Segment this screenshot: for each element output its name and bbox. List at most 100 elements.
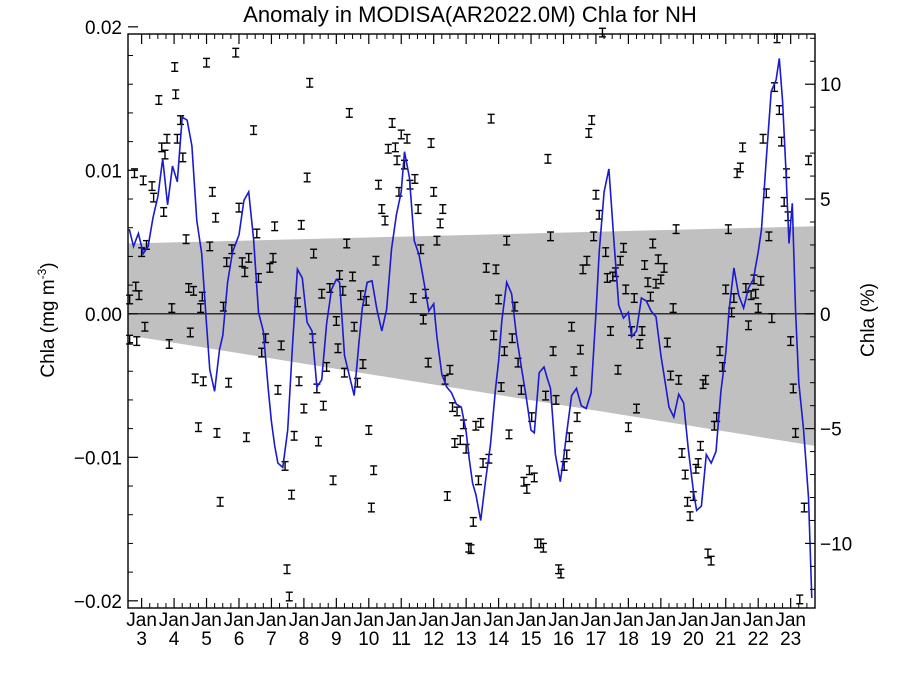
error-bar <box>652 278 660 289</box>
error-bar <box>736 162 744 173</box>
x-tick-year: 13 <box>456 629 477 650</box>
left-axis-label: Chla (mg m-3) <box>35 262 59 377</box>
error-bar <box>365 425 373 436</box>
error-bar <box>334 343 342 354</box>
x-tick-month: Jan <box>483 610 514 631</box>
x-tick-month: Jan <box>353 610 384 631</box>
x-tick-year: 18 <box>618 629 639 650</box>
error-bar <box>585 128 593 139</box>
error-bar <box>636 338 644 349</box>
error-bar <box>206 241 214 252</box>
error-bar <box>295 376 303 387</box>
error-bar <box>686 511 694 522</box>
error-bar <box>542 390 550 401</box>
error-bar <box>660 262 668 273</box>
error-bar <box>329 475 337 486</box>
x-tick-month: Jan <box>159 610 190 631</box>
x-tick-month: Jan <box>418 610 449 631</box>
error-bar <box>768 313 776 324</box>
x-tick-year: 16 <box>553 629 574 650</box>
x-tick-year: 5 <box>201 629 212 650</box>
x-tick-month: Jan <box>581 610 612 631</box>
error-bar <box>467 544 475 555</box>
error-bar <box>319 400 327 411</box>
error-bar <box>702 374 710 385</box>
x-tick-year: 6 <box>234 629 245 650</box>
error-bar <box>397 129 405 140</box>
error-bar <box>375 179 383 190</box>
left-tick-label: 0.00 <box>85 305 122 326</box>
error-bar <box>633 403 641 414</box>
error-bar <box>669 303 677 314</box>
right-tick-label: 10 <box>820 75 841 96</box>
error-bar <box>765 231 773 242</box>
error-bar <box>208 186 216 197</box>
error-bar <box>492 264 500 275</box>
error-bar <box>752 288 760 299</box>
x-tick-month: Jan <box>289 610 320 631</box>
error-bar <box>314 436 322 447</box>
x-tick-year: 11 <box>391 629 411 650</box>
error-bar <box>165 338 173 349</box>
error-bar <box>598 27 606 38</box>
x-tick-month: Jan <box>710 610 741 631</box>
error-bar <box>544 153 552 164</box>
x-tick-month: Jan <box>451 610 482 631</box>
error-bar <box>359 359 367 370</box>
error-bar <box>384 143 392 154</box>
error-bar <box>349 271 357 282</box>
anomaly-line <box>128 58 813 599</box>
error-bar <box>443 491 451 502</box>
error-bar <box>495 294 503 305</box>
error-bar <box>787 336 795 347</box>
error-bar <box>570 366 578 377</box>
error-bar <box>245 252 253 263</box>
x-tick-month: Jan <box>126 610 157 631</box>
error-bar <box>148 181 156 192</box>
error-bar <box>281 460 289 471</box>
error-bar <box>469 516 477 527</box>
error-bar <box>624 422 632 433</box>
x-tick-month: Jan <box>548 610 579 631</box>
error-bar <box>203 57 211 68</box>
error-bar <box>672 224 680 235</box>
error-bar <box>133 336 141 347</box>
error-bar <box>654 254 662 265</box>
error-bar <box>716 346 724 357</box>
error-bar <box>549 346 557 357</box>
error-bar <box>446 364 454 375</box>
x-tick-month: Jan <box>321 610 352 631</box>
error-bar <box>573 412 581 423</box>
x-tick-year: 10 <box>358 629 379 650</box>
error-bar <box>646 291 654 302</box>
error-bar <box>290 430 298 441</box>
x-tick-year: 23 <box>780 629 801 650</box>
left-axis-label-main: Chla (mg m <box>38 279 59 377</box>
error-bar <box>332 315 340 327</box>
left-axis-label-superscript: -3 <box>35 268 49 279</box>
error-bar <box>253 228 261 239</box>
left-axis-label-tail: ) <box>38 262 59 268</box>
error-bar <box>172 89 180 100</box>
left-tick-label: 0.01 <box>85 161 122 182</box>
x-tick-month: Jan <box>678 610 709 631</box>
confidence-band <box>128 226 815 446</box>
error-bar <box>503 235 511 246</box>
error-bar <box>800 502 808 513</box>
error-bar <box>490 330 498 341</box>
x-axis-layer: Jan3Jan4Jan5Jan6Jan7Jan8Jan9Jan10Jan11Ja… <box>126 34 816 650</box>
error-bar <box>235 202 243 213</box>
error-bar <box>592 189 600 200</box>
error-bar <box>792 427 800 438</box>
x-tick-month: Jan <box>646 610 677 631</box>
error-bar <box>403 133 411 144</box>
error-bar <box>539 542 547 553</box>
